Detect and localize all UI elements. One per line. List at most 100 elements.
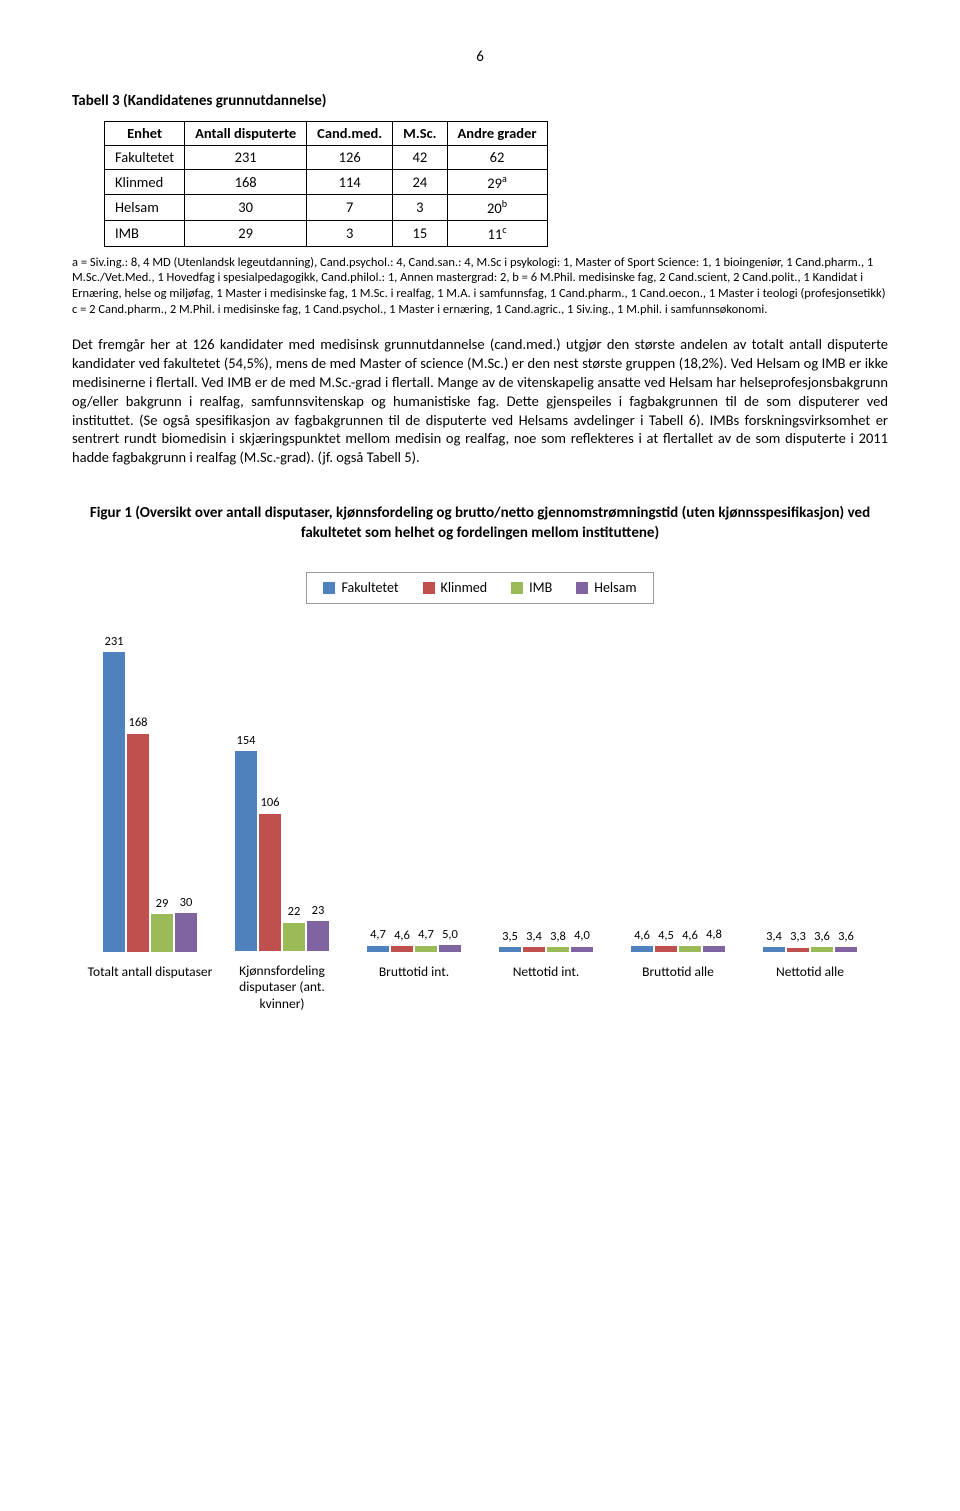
bar-wrap: 3,5	[499, 929, 521, 952]
legend-swatch	[323, 582, 335, 594]
figure1-chart: 2311682930Totalt antall disputaser154106…	[80, 652, 880, 1012]
bar-wrap: 4,7	[415, 927, 437, 951]
bar-value-label: 3,5	[502, 929, 518, 945]
bar-wrap: 23	[307, 903, 329, 951]
figure1-title: Figur 1 (Oversikt over antall disputaser…	[72, 503, 888, 544]
chart-group: 4,64,54,64,8Bruttotid alle	[612, 632, 744, 1012]
table-row: Helsam307320b	[105, 195, 548, 221]
col-msc: M.Sc.	[393, 122, 447, 146]
cell-antall: 29	[185, 221, 307, 247]
bar-wrap: 106	[259, 795, 281, 951]
bar-value-label: 3,6	[838, 929, 854, 945]
cell-enhet: Helsam	[105, 195, 185, 221]
table3-title: Tabell 3 (Kandidatenes grunnutdannelse)	[72, 92, 888, 112]
legend-item: Fakultetet	[323, 579, 398, 597]
chart-legend: Fakultetet Klinmed IMB Helsam	[306, 572, 653, 604]
bar-wrap: 4,8	[703, 927, 725, 951]
table-row: Fakultetet2311264262	[105, 145, 548, 169]
bar-value-label: 154	[236, 733, 255, 749]
bar-value-label: 4,6	[682, 928, 698, 944]
bar	[835, 947, 857, 952]
legend-label: IMB	[529, 579, 552, 597]
table3: Enhet Antall disputerte Cand.med. M.Sc. …	[104, 121, 548, 247]
legend-label: Helsam	[594, 579, 636, 597]
bar-wrap: 30	[175, 895, 197, 952]
cell-andre: 29a	[447, 169, 547, 195]
bar-wrap: 3,6	[811, 929, 833, 952]
bar-value-label: 4,7	[370, 927, 386, 943]
bar-value-label: 168	[128, 715, 147, 731]
bar	[439, 945, 461, 951]
bar-value-label: 3,4	[526, 929, 542, 945]
bar-value-label: 29	[156, 896, 169, 912]
group-label: Totalt antall disputaser	[88, 964, 213, 1012]
group-label: Kjønnsfordeling disputaser (ant. kvinner…	[216, 963, 348, 1012]
bar-wrap: 4,6	[631, 928, 653, 952]
cell-msc: 24	[393, 169, 447, 195]
page-number: 6	[72, 48, 888, 68]
bar-value-label: 3,6	[814, 929, 830, 945]
cell-enhet: IMB	[105, 221, 185, 247]
cell-msc: 3	[393, 195, 447, 221]
bar-wrap: 154	[235, 733, 257, 951]
bar	[703, 946, 725, 952]
legend-label: Klinmed	[441, 579, 488, 597]
group-label: Nettotid alle	[776, 964, 844, 1012]
bar-wrap: 22	[283, 904, 305, 951]
bar-value-label: 4,7	[418, 927, 434, 943]
bar-wrap: 4,6	[679, 928, 701, 952]
bar	[547, 947, 569, 952]
table-row: IMB2931511c	[105, 221, 548, 247]
bar-value-label: 4,0	[574, 928, 590, 944]
bar-cluster: 3,43,33,63,6	[763, 632, 857, 952]
bar	[175, 913, 197, 952]
group-label: Nettotid int.	[513, 964, 580, 1012]
bar	[283, 923, 305, 952]
bar	[631, 946, 653, 952]
cell-antall: 30	[185, 195, 307, 221]
cell-candmed: 126	[307, 145, 393, 169]
bar-wrap: 3,4	[763, 929, 785, 952]
bar	[679, 946, 701, 952]
bar-cluster: 231 168 29 30	[103, 632, 197, 952]
bar-wrap: 3,4	[523, 929, 545, 952]
bar	[499, 947, 521, 952]
col-andre: Andre grader	[447, 122, 547, 146]
cell-enhet: Klinmed	[105, 169, 185, 195]
bar-value-label: 231	[104, 634, 123, 650]
cell-enhet: Fakultetet	[105, 145, 185, 169]
legend-swatch	[511, 582, 523, 594]
bar-cluster: 4,7 4,6 4,7 5,0	[367, 632, 461, 952]
cell-msc: 42	[393, 145, 447, 169]
cell-antall: 231	[185, 145, 307, 169]
bar	[307, 921, 329, 951]
cell-msc: 15	[393, 221, 447, 247]
bar-cluster: 4,64,54,64,8	[631, 632, 725, 952]
cell-andre: 20b	[447, 195, 547, 221]
bar-value-label: 4,6	[394, 928, 410, 944]
cell-andre: 62	[447, 145, 547, 169]
bar-wrap: 4,7	[367, 927, 389, 951]
cell-antall: 168	[185, 169, 307, 195]
bar	[151, 914, 173, 952]
bar	[103, 652, 125, 952]
legend-label: Fakultetet	[341, 579, 398, 597]
bar-value-label: 22	[288, 904, 301, 920]
chart-group: 3,43,33,63,6Nettotid alle	[744, 632, 876, 1012]
body-paragraph: Det fremgår her at 126 kandidater med me…	[72, 335, 888, 467]
legend-item: IMB	[511, 579, 552, 597]
bar-wrap: 29	[151, 896, 173, 952]
bar	[391, 946, 413, 952]
bar-cluster: 154 106 22 23	[235, 631, 329, 951]
bar-value-label: 4,8	[706, 927, 722, 943]
bar	[235, 751, 257, 951]
bar	[415, 946, 437, 952]
bar-cluster: 3,5 3,4 3,8 4,0	[499, 632, 593, 952]
chart-group: 231 168 29 30 Totalt antall disputaser	[84, 632, 216, 1012]
chart-group: 4,74,64,75,0Bruttotid int.	[348, 632, 480, 1012]
bar-wrap: 231	[103, 634, 125, 952]
bar-wrap: 3,8	[547, 929, 569, 952]
bar-value-label: 106	[260, 795, 279, 811]
bar-wrap: 5,0	[439, 927, 461, 952]
legend-swatch	[576, 582, 588, 594]
